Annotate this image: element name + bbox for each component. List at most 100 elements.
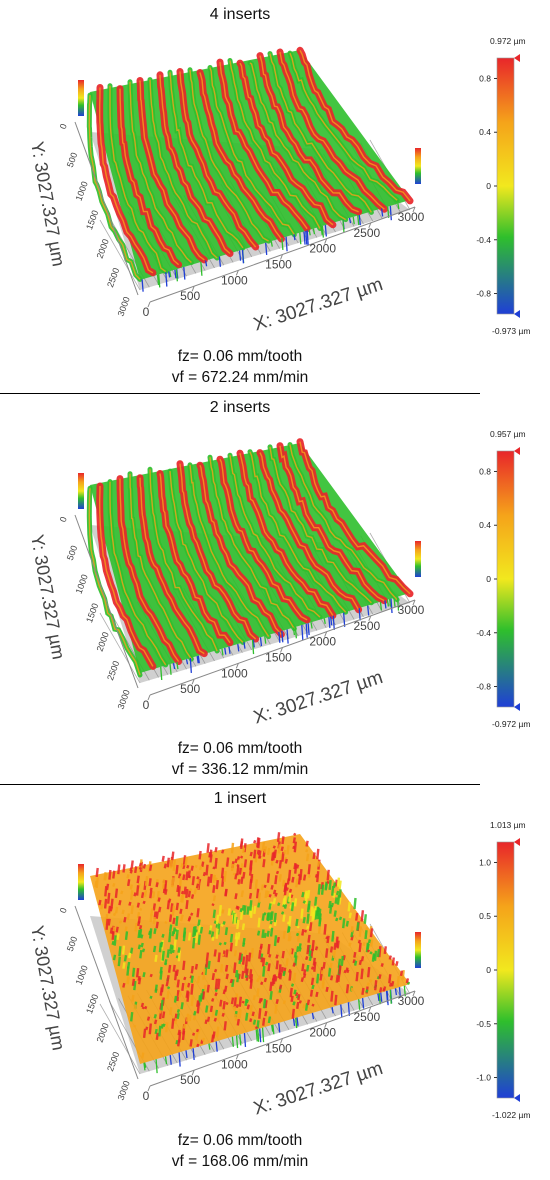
panel-title: 1 insert bbox=[213, 790, 267, 807]
x-tick-label: 1000 bbox=[221, 1057, 248, 1071]
y-tick-label: 1000 bbox=[74, 180, 90, 202]
y-axis-label: Y: 3027.327 µm bbox=[27, 140, 69, 268]
y-tick-label: 2500 bbox=[105, 266, 121, 288]
scale-tick-label: -0.4 bbox=[476, 235, 491, 245]
y-tick-label: 500 bbox=[65, 544, 80, 562]
x-tick-label: 0 bbox=[143, 1089, 150, 1103]
feed-per-tooth: fz= 0.06 mm/tooth bbox=[177, 1132, 303, 1149]
panel-4-inserts: 4 inserts 0 500 1000 1500 2000 2500 3000 0 500 10… bbox=[0, 0, 550, 395]
y-tick-label: 0 bbox=[58, 515, 69, 523]
x-tick-label: 2500 bbox=[353, 226, 380, 240]
scale-tick-label: -0.8 bbox=[476, 289, 491, 299]
feed-rate: vf = 168.06 mm/min bbox=[171, 1153, 309, 1170]
y-tick-label: 1500 bbox=[84, 209, 100, 231]
x-tick-label: 2000 bbox=[309, 242, 336, 256]
y-tick-label: 3000 bbox=[116, 295, 132, 317]
y-tick-label: 2500 bbox=[105, 659, 121, 681]
y-tick-label: 3000 bbox=[116, 1079, 132, 1101]
y-axis-label: Y: 3027.327 µm bbox=[27, 924, 69, 1052]
x-tick-label: 500 bbox=[180, 682, 200, 696]
x-tick-label: 500 bbox=[180, 289, 200, 303]
height-marker-right bbox=[415, 932, 421, 968]
x-tick-label: 500 bbox=[180, 1073, 200, 1087]
y-tick-label: 3000 bbox=[116, 688, 132, 710]
y-axis-label: Y: 3027.327 µm bbox=[27, 533, 69, 661]
scale-max-label: 1.013 µm bbox=[490, 820, 526, 830]
y-tick-label: 500 bbox=[65, 151, 80, 169]
panel-title: 4 inserts bbox=[209, 6, 271, 23]
divider bbox=[0, 784, 480, 785]
scale-tick-label: 0.8 bbox=[479, 466, 491, 476]
color-scale-bar: 0.972 µm -0.973 µm 0.8 0.4 0 -0.4 -0.8 bbox=[476, 36, 530, 336]
scale-tick-label: 0 bbox=[486, 574, 491, 584]
x-tick-label: 1500 bbox=[265, 1042, 292, 1056]
scale-min-label: -1.022 µm bbox=[492, 1110, 530, 1120]
x-tick-label: 3000 bbox=[398, 603, 425, 617]
y-tick-label: 0 bbox=[58, 906, 69, 914]
scale-tick-label: 0 bbox=[486, 965, 491, 975]
x-tick-label: 0 bbox=[143, 305, 150, 319]
scale-tick-label: 0 bbox=[486, 181, 491, 191]
scale-tick-label: -0.4 bbox=[476, 628, 491, 638]
panel-2-inserts: 2 inserts 0 500 1000 1500 2000 2500 3000 0 500 10… bbox=[0, 393, 550, 785]
y-tick-label: 0 bbox=[58, 122, 69, 130]
scale-tick-label: 0.4 bbox=[479, 127, 491, 137]
parameters: fz= 0.06 mm/tooth vf = 168.06 mm/min bbox=[0, 1130, 480, 1172]
x-tick-label: 2000 bbox=[309, 1026, 336, 1040]
x-axis-label: X: 3027.327 µm bbox=[251, 274, 385, 336]
surface-plot: 0 500 1000 1500 2000 2500 3000 0 500 1000 1500 2000… bbox=[27, 429, 530, 729]
x-tick-label: 3000 bbox=[398, 210, 425, 224]
x-tick-label: 1000 bbox=[221, 273, 248, 287]
height-marker-left bbox=[78, 864, 84, 900]
y-tick-label: 500 bbox=[65, 935, 80, 953]
x-tick-label: 2000 bbox=[309, 635, 336, 649]
scale-tick-label: 0.8 bbox=[479, 73, 491, 83]
surface-topography bbox=[86, 438, 414, 681]
x-tick-label: 2500 bbox=[353, 1010, 380, 1024]
feed-per-tooth: fz= 0.06 mm/tooth bbox=[177, 348, 303, 365]
surface-topography bbox=[86, 46, 414, 292]
scale-tick-label: -0.5 bbox=[476, 1019, 491, 1029]
scale-min-label: -0.973 µm bbox=[492, 326, 530, 336]
scale-tick-label: -0.8 bbox=[476, 682, 491, 692]
x-tick-label: 0 bbox=[143, 698, 150, 712]
scale-max-label: 0.972 µm bbox=[490, 36, 526, 46]
y-tick-label: 2000 bbox=[95, 1022, 111, 1044]
panel-title: 2 inserts bbox=[209, 399, 271, 416]
y-tick-label: 2000 bbox=[95, 631, 111, 653]
y-tick-label: 1500 bbox=[84, 993, 100, 1015]
height-marker-right bbox=[415, 541, 421, 577]
y-tick-label: 1000 bbox=[74, 573, 90, 595]
color-scale-bar: 1.013 µm -1.022 µm 1.0 0.5 0 -0.5 -1.0 bbox=[476, 820, 530, 1120]
x-axis-label: X: 3027.327 µm bbox=[251, 667, 385, 729]
scale-tick-label: 1.0 bbox=[479, 857, 491, 867]
scale-tick-label: 0.4 bbox=[479, 520, 491, 530]
x-tick-label: 2500 bbox=[353, 619, 380, 633]
divider bbox=[0, 393, 480, 394]
feed-rate: vf = 336.12 mm/min bbox=[171, 761, 309, 778]
surface-plot: 0 500 1000 1500 2000 2500 3000 0 500 1000 1500 2000… bbox=[27, 820, 530, 1120]
height-marker-right bbox=[415, 148, 421, 184]
x-axis-label: X: 3027.327 µm bbox=[251, 1058, 385, 1120]
surface-plot: 0 500 1000 1500 2000 2500 3000 0 500 1000 1500 2000… bbox=[27, 36, 530, 336]
x-tick-label: 3000 bbox=[398, 994, 425, 1008]
panel-1-insert: 1 insert 0 500 1000 1500 2000 2500 3000 0 500 100… bbox=[0, 784, 550, 1180]
y-tick-label: 2500 bbox=[105, 1050, 121, 1072]
feed-rate: vf = 672.24 mm/min bbox=[171, 369, 309, 386]
surface-topography bbox=[90, 832, 411, 1074]
x-tick-label: 1000 bbox=[221, 666, 248, 680]
parameters: fz= 0.06 mm/tooth vf = 336.12 mm/min bbox=[0, 738, 480, 780]
height-marker-left bbox=[78, 473, 84, 509]
scale-min-label: -0.972 µm bbox=[492, 719, 530, 729]
y-tick-label: 2000 bbox=[95, 238, 111, 260]
feed-per-tooth: fz= 0.06 mm/tooth bbox=[177, 740, 303, 757]
scale-tick-label: 0.5 bbox=[479, 911, 491, 921]
parameters: fz= 0.06 mm/tooth vf = 672.24 mm/min bbox=[0, 346, 480, 388]
color-scale-bar: 0.957 µm -0.972 µm 0.8 0.4 0 -0.4 -0.8 bbox=[476, 429, 530, 729]
scale-max-label: 0.957 µm bbox=[490, 429, 526, 439]
scale-tick-label: -1.0 bbox=[476, 1073, 491, 1083]
y-tick-label: 1000 bbox=[74, 964, 90, 986]
height-marker-left bbox=[78, 80, 84, 116]
x-tick-label: 1500 bbox=[265, 651, 292, 665]
x-tick-label: 1500 bbox=[265, 258, 292, 272]
